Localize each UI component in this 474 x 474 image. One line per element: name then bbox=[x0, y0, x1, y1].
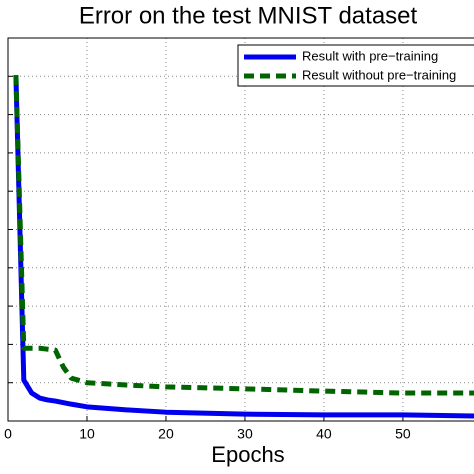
x-tick-label: 50 bbox=[395, 426, 411, 442]
x-axis-label: Epochs bbox=[211, 442, 284, 467]
legend-label: Result with pre−training bbox=[302, 48, 438, 63]
line-series bbox=[13, 75, 474, 396]
legend-box bbox=[237, 44, 474, 87]
x-tick-label: 40 bbox=[316, 426, 332, 442]
chart-title: Error on the test MNIST dataset bbox=[79, 2, 418, 29]
x-tick-label: 10 bbox=[79, 426, 95, 442]
x-tick-label: 20 bbox=[158, 426, 174, 442]
legend: Result with pre−training Result without p… bbox=[237, 44, 474, 87]
plot-frame bbox=[7, 37, 474, 422]
x-tick-label: 0 bbox=[4, 426, 12, 442]
x-tick-label: 30 bbox=[237, 426, 253, 442]
legend-label: Result without pre−training bbox=[302, 67, 456, 82]
line-series bbox=[13, 75, 474, 419]
